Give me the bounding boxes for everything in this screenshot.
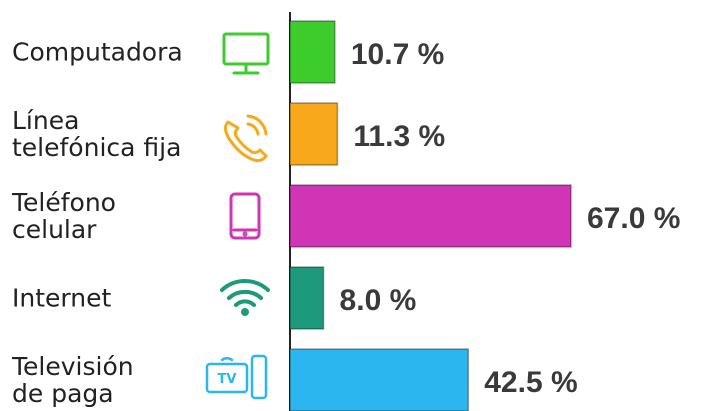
category-label: Línea telefónica fija — [12, 106, 182, 162]
wifi-icon — [220, 279, 270, 316]
value-label: 42.5 % — [484, 366, 577, 399]
category-label: Internet — [12, 283, 112, 313]
value-label: 11.3 % — [353, 120, 445, 153]
category-label: Computadora — [12, 37, 183, 67]
icons: TV — [205, 32, 270, 400]
bar — [289, 102, 339, 166]
phone-icon — [223, 114, 268, 162]
bar — [289, 20, 336, 84]
bar — [289, 266, 325, 330]
svg-text:TV: TV — [218, 372, 237, 387]
mobile-icon — [229, 192, 261, 240]
bar — [289, 348, 469, 411]
category-label: Teléfono celular — [12, 188, 116, 244]
value-label: 67.0 % — [587, 202, 680, 235]
bar — [289, 184, 572, 248]
value-label: 8.0 % — [340, 284, 417, 317]
value-label: 10.7 % — [351, 38, 444, 71]
category-label: Televisión de paga — [12, 352, 134, 408]
tv-icon: TV — [205, 354, 268, 400]
computer-icon — [222, 32, 270, 75]
